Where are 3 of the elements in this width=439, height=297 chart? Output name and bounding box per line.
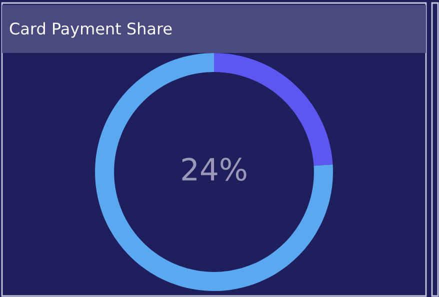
chart-title: Card Payment Share [10, 22, 172, 38]
donut-slice [95, 53, 333, 291]
text: 24% [182, 158, 246, 181]
